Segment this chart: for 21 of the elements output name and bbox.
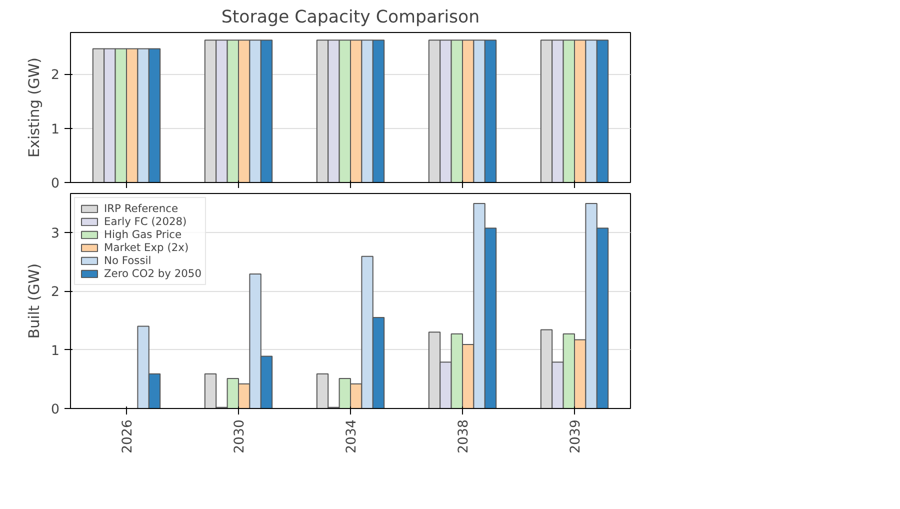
y-tick-label: 2 [51, 285, 60, 300]
legend-label: Zero CO2 by 2050 [104, 267, 202, 280]
y-axis-title: Built (GW) [26, 263, 44, 339]
chart-title: Storage Capacity Comparison [221, 8, 480, 28]
legend-label: Market Exp (2x) [104, 241, 189, 254]
y-axis-title: Existing (GW) [26, 58, 44, 158]
y-tick-label: 0 [51, 402, 60, 418]
x-tick-label: 2030 [232, 419, 248, 454]
legend-label: No Fossil [104, 254, 152, 267]
legend-label: High Gas Price [104, 228, 182, 241]
x-tick-label: 2039 [568, 419, 584, 454]
legend-label: IRP Reference [104, 202, 178, 215]
y-tick-label: 1 [51, 122, 60, 138]
y-tick-label: 0 [51, 176, 60, 192]
legend-label: Early FC (2028) [104, 215, 187, 228]
x-tick-label: 2026 [120, 419, 136, 454]
y-tick-label: 2 [51, 68, 60, 84]
y-tick-label: 1 [51, 344, 60, 359]
x-tick-label: 2034 [344, 419, 360, 454]
x-tick-label: 2038 [456, 419, 472, 454]
y-tick-label: 3 [51, 226, 60, 242]
